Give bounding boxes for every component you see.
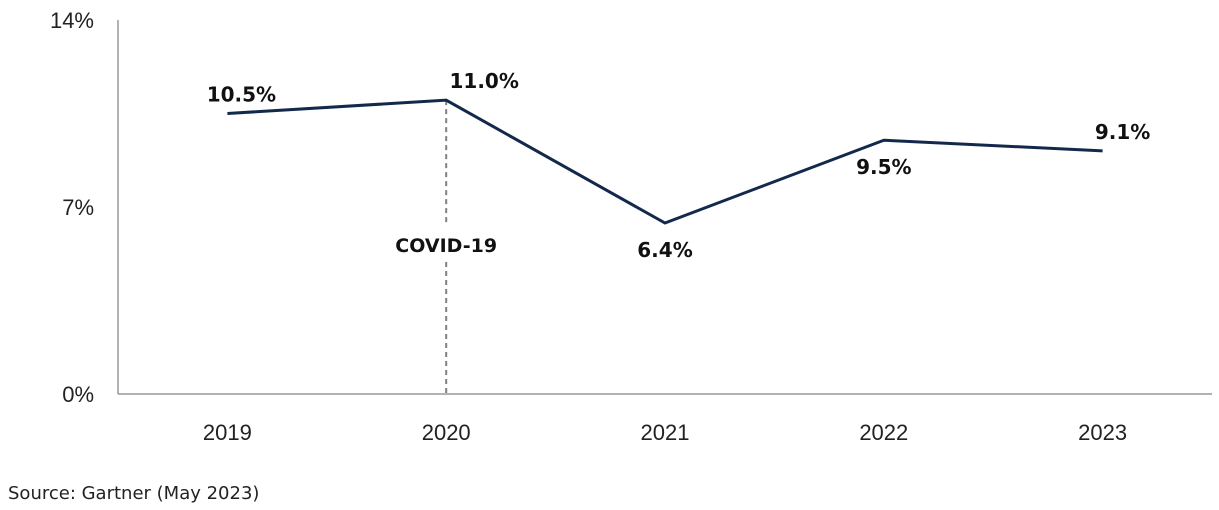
data-labels: 10.5% 11.0% 6.4% 9.5% 9.1% — [207, 69, 1151, 262]
y-tick-label: 7% — [62, 195, 94, 220]
x-tick-labels: 2019 2020 2021 2022 2023 — [203, 420, 1127, 445]
x-tick-label: 2020 — [422, 420, 471, 445]
x-tick-label: 2019 — [203, 420, 252, 445]
data-label: 10.5% — [207, 83, 276, 107]
x-tick-label: 2023 — [1078, 420, 1127, 445]
data-label: 9.1% — [1095, 120, 1150, 144]
x-tick-label: 2022 — [859, 420, 908, 445]
y-tick-label: 0% — [62, 382, 94, 407]
y-tick-label: 14% — [50, 8, 94, 33]
annotation-layer: COVID-19 — [395, 100, 497, 394]
series-layer — [227, 98, 1103, 225]
y-tick-labels: 0% 7% 14% — [50, 8, 94, 407]
source-note: Source: Gartner (May 2023) — [8, 483, 260, 504]
data-label: 6.4% — [637, 238, 692, 262]
line-chart: COVID-19 0% 7% 14% 2019 2020 2021 2022 2023 10… — [50, 8, 1212, 445]
series-line — [227, 98, 1103, 225]
x-tick-label: 2021 — [641, 420, 690, 445]
data-label: 9.5% — [856, 155, 911, 179]
data-label: 11.0% — [450, 69, 519, 93]
covid-annotation-label: COVID-19 — [395, 235, 497, 257]
